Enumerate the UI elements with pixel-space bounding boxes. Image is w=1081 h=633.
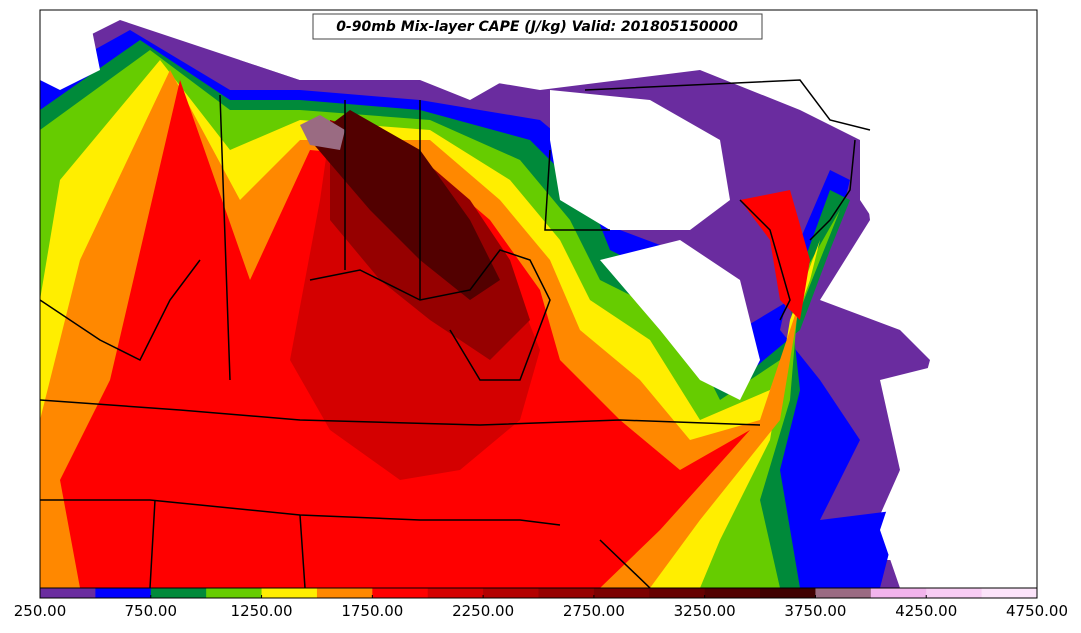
colorbar-segment xyxy=(870,588,927,598)
colorbar-frame xyxy=(39,587,1038,599)
colorbar-segment xyxy=(40,588,96,598)
colorbar-segment xyxy=(206,588,263,598)
colorbar-tick-label: 250.00 xyxy=(14,602,67,620)
colorbar-segment xyxy=(981,588,1038,598)
title-box xyxy=(312,13,763,40)
colorbar-tick-label: 2750.00 xyxy=(563,602,625,620)
colorbar-segment xyxy=(483,588,539,598)
colorbar-segment xyxy=(593,588,650,598)
colorbar-tick-label: 4750.00 xyxy=(1006,602,1068,620)
colorbar-tick-label: 3750.00 xyxy=(784,602,846,620)
cape-field xyxy=(40,10,1037,588)
colorbar-tick-label: 3250.00 xyxy=(674,602,736,620)
colorbar-tick-label: 1250.00 xyxy=(231,602,293,620)
colorbar-segment xyxy=(427,588,484,598)
colorbar-segment xyxy=(649,588,706,598)
colorbar-segment xyxy=(95,588,152,598)
colorbar-tick-label: 750.00 xyxy=(125,602,178,620)
colorbar-tick-label: 2250.00 xyxy=(452,602,514,620)
colorbar-segment xyxy=(261,588,318,598)
colorbar-tick-label: 1750.00 xyxy=(341,602,403,620)
colorbar: 250.00 750.00 1250.00 1750.00 2250.00 2750.00… xyxy=(14,587,1068,620)
colorbar-segment xyxy=(372,588,429,598)
colorbar-segment xyxy=(704,588,761,598)
colorbar-segment xyxy=(150,588,207,598)
colorbar-segment xyxy=(760,588,816,598)
colorbar-segment xyxy=(316,588,373,598)
colorbar-tick-label: 4250.00 xyxy=(895,602,957,620)
colorbar-segment xyxy=(538,588,595,598)
map-title: 0-90mb Mix-layer CAPE (J/kg) Valid: 2018… xyxy=(336,19,738,35)
colorbar-segment xyxy=(815,588,872,598)
colorbar-segment xyxy=(926,588,983,598)
